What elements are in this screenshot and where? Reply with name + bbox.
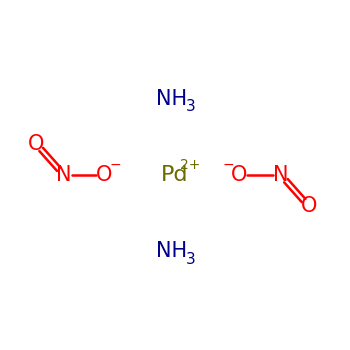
Text: N: N	[273, 165, 289, 185]
Text: 3: 3	[186, 252, 196, 267]
Text: NH: NH	[156, 241, 187, 261]
Text: Pd: Pd	[161, 165, 189, 185]
Text: −: −	[222, 158, 234, 172]
Text: O: O	[96, 165, 112, 185]
Text: 2+: 2+	[181, 158, 201, 172]
Text: N: N	[56, 165, 72, 185]
Text: NH: NH	[156, 89, 187, 108]
Text: −: −	[109, 158, 121, 172]
Text: O: O	[28, 134, 44, 154]
Text: 3: 3	[186, 99, 196, 114]
Text: O: O	[231, 165, 247, 185]
Text: O: O	[301, 196, 317, 216]
